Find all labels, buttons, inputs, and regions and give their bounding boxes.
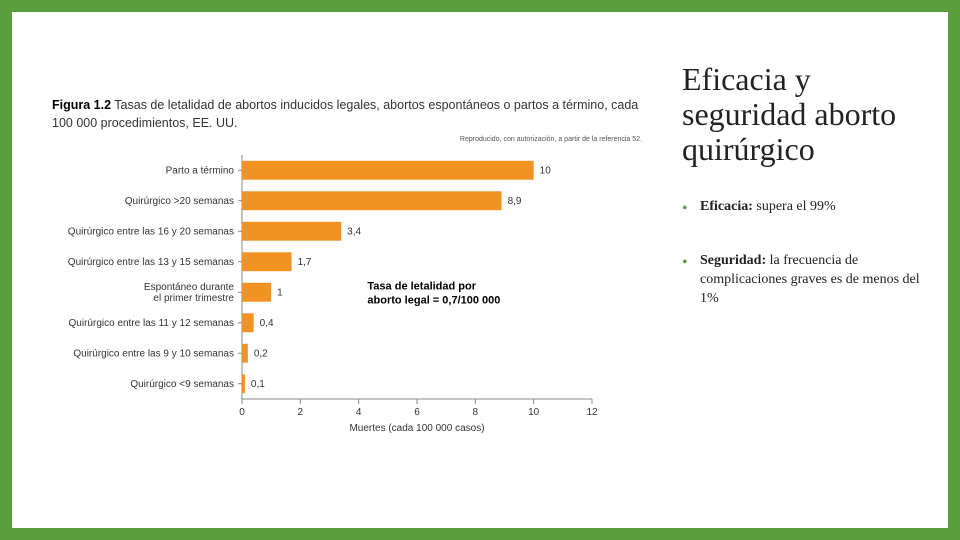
svg-text:0,4: 0,4 [260,318,274,329]
svg-text:10: 10 [528,407,540,418]
svg-text:1: 1 [277,287,283,298]
svg-text:Quirúrgico >20 semanas: Quirúrgico >20 semanas [125,196,234,207]
svg-text:Quirúrgico entre las 13 y 15 s: Quirúrgico entre las 13 y 15 semanas [68,257,234,268]
bullet-list: Eficacia: supera el 99% Seguridad: la fr… [682,198,928,310]
fatality-bar-chart: 0 2 4 6 8 10 12 Muertes (cada 100 000 casos) 10 P… [52,149,612,439]
bullet-item: Seguridad: la frecuencia de complicacion… [682,252,928,309]
svg-text:1,7: 1,7 [298,257,312,268]
svg-text:0,2: 0,2 [254,348,268,359]
bullet-item: Eficacia: supera el 99% [682,198,928,217]
svg-text:0: 0 [239,407,245,418]
bullet-text: supera el 99% [753,199,836,214]
slide-title: Eficacia y seguridad aborto quirúrgico [682,62,928,168]
bullet-term: Eficacia: [700,199,753,214]
svg-text:0,1: 0,1 [251,379,265,390]
slide: Figura 1.2 Tasas de letalidad de abortos… [0,0,960,540]
figure-caption-text: Tasas de letalidad de abortos inducidos … [52,98,638,130]
svg-text:12: 12 [586,407,598,418]
svg-text:10: 10 [540,165,552,176]
svg-text:2: 2 [298,407,304,418]
figure-caption: Figura 1.2 Tasas de letalidad de abortos… [52,97,642,132]
svg-text:aborto legal = 0,7/100 000: aborto legal = 0,7/100 000 [367,294,500,306]
svg-text:Quirúrgico <9 semanas: Quirúrgico <9 semanas [130,379,234,390]
svg-text:Quirúrgico entre las 11 y 12 s: Quirúrgico entre las 11 y 12 semanas [69,318,234,329]
svg-text:8,9: 8,9 [508,196,522,207]
right-panel: Eficacia y seguridad aborto quirúrgico E… [642,42,928,508]
svg-text:6: 6 [414,407,420,418]
svg-text:3,4: 3,4 [347,226,361,237]
svg-text:Tasa de letalidad por: Tasa de letalidad por [367,280,476,292]
svg-text:Quirúrgico entre las 9 y 10 se: Quirúrgico entre las 9 y 10 semanas [73,348,234,359]
svg-text:Quirúrgico entre las 16 y 20 s: Quirúrgico entre las 16 y 20 semanas [68,226,234,237]
bullet-term: Seguridad: [700,253,766,268]
figure-label-prefix: Figura 1.2 [52,98,111,112]
reproduction-note: Reproducido, con autorización, a partir … [52,136,642,143]
svg-text:4: 4 [356,407,362,418]
svg-text:8: 8 [473,407,479,418]
svg-text:Muertes (cada 100 000 casos): Muertes (cada 100 000 casos) [349,423,484,434]
svg-text:Parto a término: Parto a término [166,165,235,176]
svg-text:el primer trimestre: el primer trimestre [153,293,234,304]
svg-text:Espontáneo durante: Espontáneo durante [144,282,235,293]
left-panel: Figura 1.2 Tasas de letalidad de abortos… [52,42,642,508]
